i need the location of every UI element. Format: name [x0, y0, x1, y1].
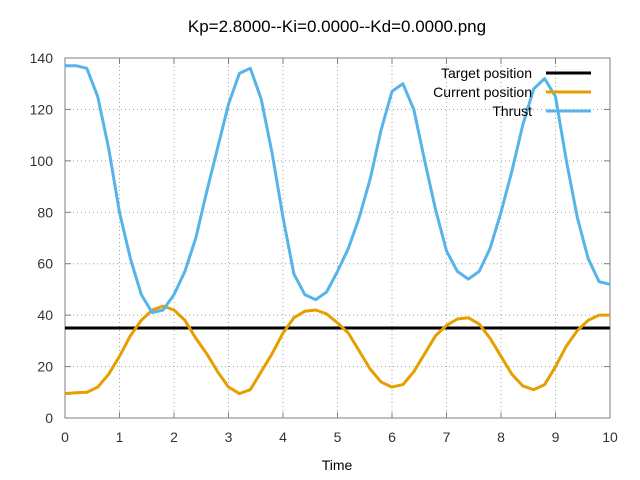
series-layer — [64, 64, 611, 396]
y-tick-label: 20 — [37, 359, 53, 375]
y-tick-label: 100 — [30, 153, 54, 169]
x-tick-label: 1 — [116, 429, 124, 445]
x-tick-label: 4 — [279, 429, 287, 445]
y-tick-label: 60 — [37, 256, 53, 272]
x-axis-label: Time — [322, 457, 353, 473]
x-tick-label: 7 — [443, 429, 451, 445]
y-tick-label: 0 — [45, 410, 53, 426]
x-tick-label: 5 — [334, 429, 342, 445]
x-tick-label: 3 — [225, 429, 233, 445]
x-tick-label: 8 — [497, 429, 505, 445]
series-line-thrust — [65, 64, 611, 315]
legend-label-target-position: Target position — [441, 65, 532, 81]
x-tick-label: 9 — [552, 429, 560, 445]
grid — [65, 58, 610, 418]
x-tick-label: 0 — [61, 429, 69, 445]
series-line-current-position — [64, 304, 610, 396]
chart-title: Kp=2.8000--Ki=0.0000--Kd=0.0000.png — [188, 17, 486, 36]
x-tick-label: 10 — [602, 429, 618, 445]
legend-label-current-position: Current position — [433, 84, 532, 100]
x-tick-label: 6 — [388, 429, 396, 445]
legend-label-thrust: Thrust — [492, 103, 532, 119]
y-tick-label: 140 — [30, 50, 54, 66]
y-tick-label: 120 — [30, 101, 54, 117]
legend: Target position Current position Thrust — [433, 65, 591, 119]
y-tick-label: 80 — [37, 204, 53, 220]
x-tick-label: 2 — [170, 429, 178, 445]
y-tick-label: 40 — [37, 307, 53, 323]
